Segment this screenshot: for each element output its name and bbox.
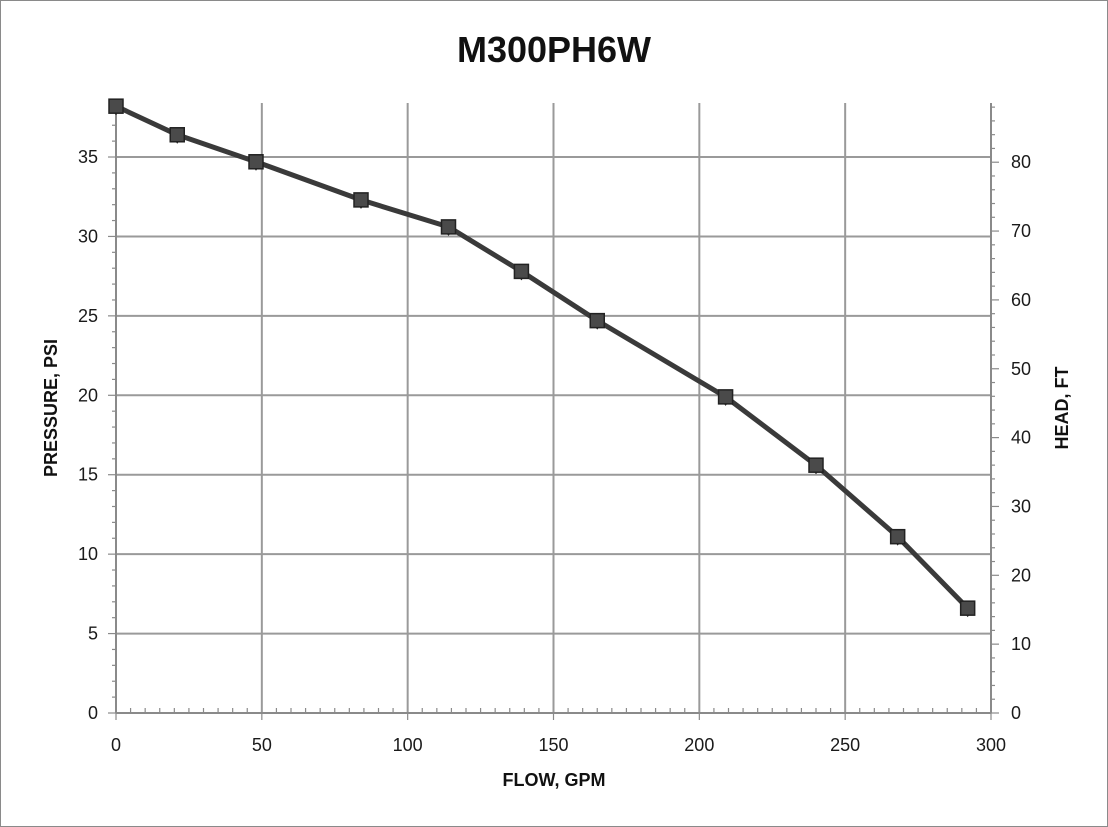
y-tick-label: 15 (78, 465, 98, 485)
chart-title: M300PH6W (457, 29, 651, 70)
data-point-marker (808, 457, 824, 473)
y-tick-label: 30 (78, 226, 98, 246)
y-tick-label: 20 (78, 385, 98, 405)
x-tick-label: 0 (111, 735, 121, 755)
x-tick-label: 250 (830, 735, 860, 755)
y2-tick-label: 0 (1011, 703, 1021, 723)
y-tick-label: 35 (78, 147, 98, 167)
data-point-marker (169, 127, 185, 143)
y2-tick-label: 50 (1011, 359, 1031, 379)
x-tick-label: 150 (538, 735, 568, 755)
y-tick-label: 5 (88, 624, 98, 644)
axes (108, 103, 999, 720)
data-point-marker (959, 600, 976, 616)
x-axis-label: FLOW, GPM (503, 770, 606, 790)
y-tick-label: 10 (78, 544, 98, 564)
y2-tick-label: 40 (1011, 428, 1031, 448)
tick-labels: 0 50 100 150 200 250 3000510152025303501020304… (78, 147, 1031, 755)
series (108, 98, 976, 618)
x-tick-label: 200 (684, 735, 714, 755)
y-tick-label: 25 (78, 306, 98, 326)
data-point-marker (513, 263, 530, 280)
x-tick-label: 100 (393, 735, 423, 755)
data-point-marker (589, 312, 605, 329)
y2-tick-label: 10 (1011, 634, 1031, 654)
y2-tick-label: 60 (1011, 290, 1031, 310)
y-tick-label: 0 (88, 703, 98, 723)
data-point-marker (717, 389, 734, 405)
data-point-marker (440, 219, 457, 235)
y2-tick-label: 30 (1011, 496, 1031, 516)
y2-tick-label: 20 (1011, 565, 1031, 585)
data-point-marker (248, 154, 264, 170)
y2-axis-label: HEAD, FT (1052, 367, 1072, 450)
data-point-marker (108, 98, 124, 114)
y2-tick-label: 70 (1011, 221, 1031, 241)
x-tick-label: 50 (252, 735, 272, 755)
y2-tick-label: 80 (1011, 152, 1031, 172)
data-point-marker (353, 192, 369, 208)
x-tick-label: 300 (976, 735, 1006, 755)
y-axis-label: PRESSURE, PSI (41, 339, 61, 477)
data-point-marker (889, 528, 906, 545)
